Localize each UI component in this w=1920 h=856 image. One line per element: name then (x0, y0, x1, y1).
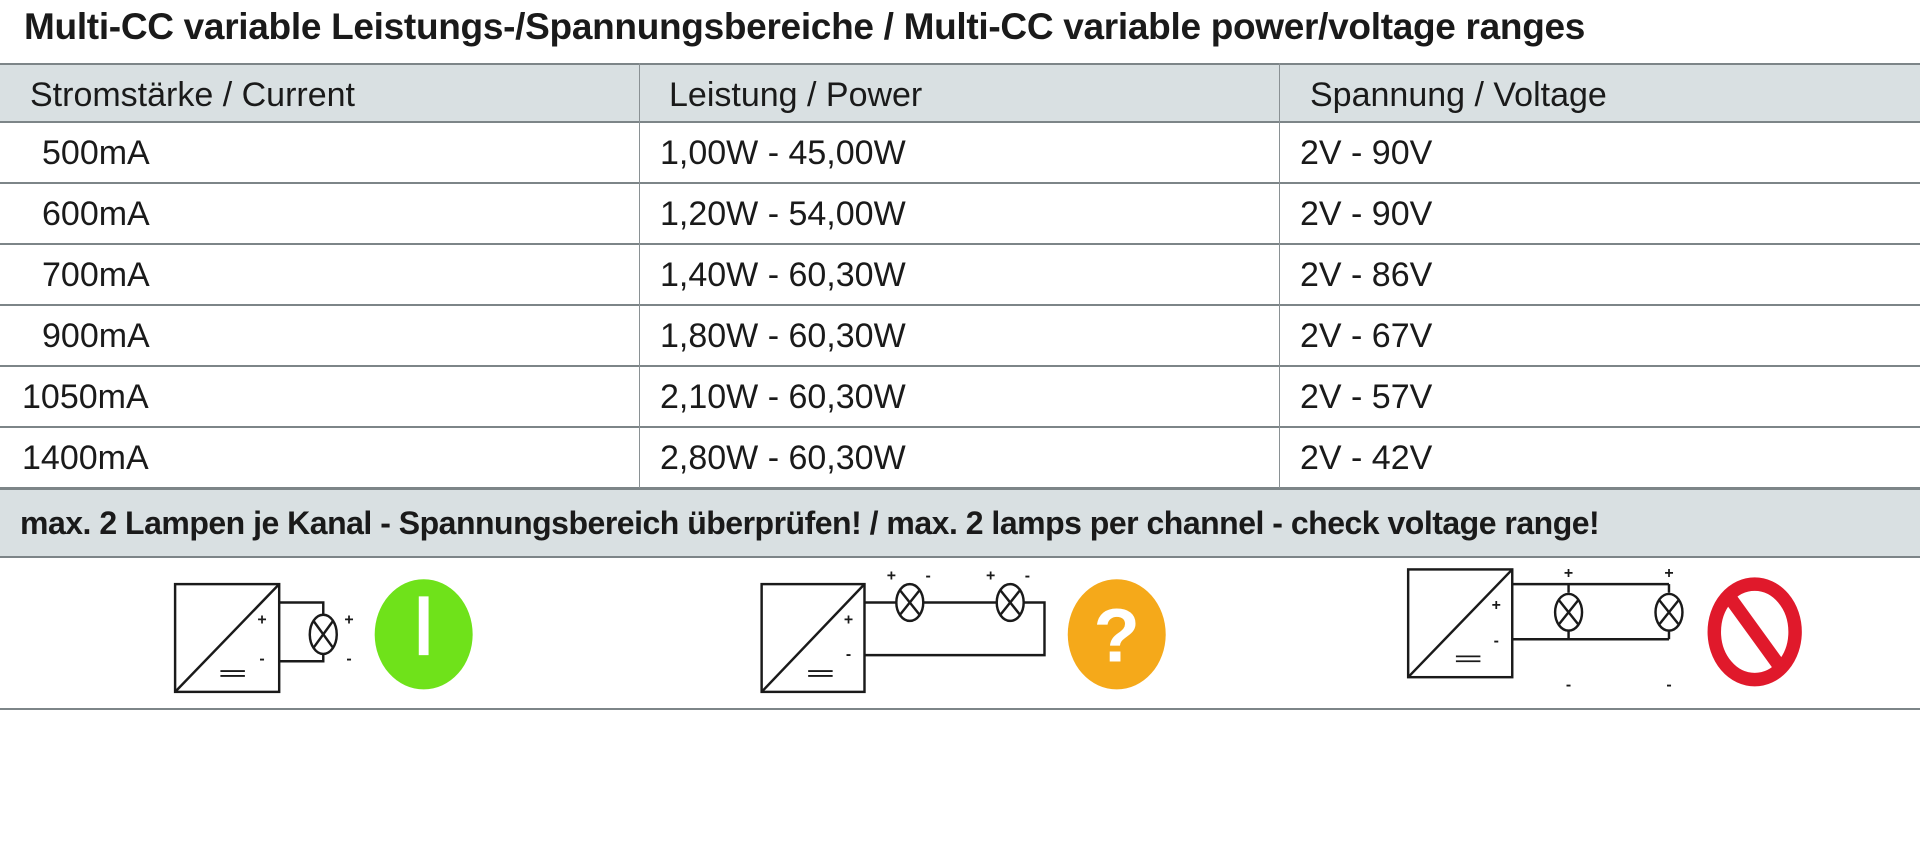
column-divider (1279, 63, 1280, 490)
table-row: 500mA 1,00W - 45,00W 2V - 90V (0, 123, 1920, 184)
cell-power: 1,00W - 45,00W (660, 134, 906, 172)
svg-text:-: - (259, 651, 264, 668)
note-text: max. 2 Lampen je Kanal - Spannungsbereic… (20, 505, 1600, 541)
svg-text:-: - (1494, 632, 1499, 649)
bottom-divider (0, 708, 1920, 710)
lamp-icon (895, 582, 925, 623)
driver-box (1406, 568, 1514, 679)
cell-current: 1400mA (22, 439, 149, 477)
cell-current: 600mA (42, 195, 150, 233)
driver-parallel-lamps-diagram (1406, 568, 1684, 679)
cell-current: 900mA (42, 317, 150, 355)
note-band: max. 2 Lampen je Kanal - Spannungsbereic… (0, 488, 1920, 558)
lamp-icon (1654, 592, 1684, 632)
lamp-icon (995, 582, 1025, 623)
table-row: 700mA 1,40W - 60,30W 2V - 86V (0, 245, 1920, 306)
cell-power: 1,20W - 54,00W (660, 195, 906, 233)
table-row: 600mA 1,20W - 54,00W 2V - 90V (0, 184, 1920, 245)
driver-box (173, 582, 281, 694)
cell-power: 2,80W - 60,30W (660, 439, 906, 477)
svg-text:+: + (986, 567, 995, 584)
lamp-icon (1553, 592, 1584, 632)
question-icon: ? (1067, 579, 1166, 690)
page-title: Multi-CC variable Leistungs-/Spannungsbe… (24, 6, 1586, 47)
svg-text:-: - (846, 646, 851, 663)
cell-voltage: 2V - 86V (1300, 256, 1433, 294)
prohibited-icon (1707, 577, 1802, 687)
svg-text:?: ? (1094, 593, 1140, 678)
cell-current: 700mA (42, 256, 150, 294)
svg-text:-: - (346, 651, 351, 668)
exclamation-icon (374, 579, 473, 690)
driver-box (760, 582, 866, 694)
header-voltage: Spannung / Voltage (1310, 76, 1607, 114)
svg-text:-: - (1666, 676, 1671, 693)
driver-single-lamp-diagram (173, 582, 338, 694)
cell-voltage: 2V - 57V (1300, 378, 1433, 416)
svg-text:+: + (1664, 565, 1673, 582)
svg-text:+: + (257, 612, 266, 629)
svg-text:+: + (1564, 565, 1573, 582)
svg-text:-: - (1025, 567, 1030, 584)
svg-text:+: + (1492, 597, 1501, 614)
cell-power: 1,40W - 60,30W (660, 256, 906, 294)
cell-voltage: 2V - 67V (1300, 317, 1433, 355)
header-power: Leistung / Power (669, 76, 923, 114)
lamp-icon (308, 613, 338, 656)
cell-current: 1050mA (22, 378, 149, 416)
cell-voltage: 2V - 42V (1300, 439, 1433, 477)
svg-text:+: + (844, 612, 853, 629)
cell-current: 500mA (42, 134, 150, 172)
column-divider (639, 63, 640, 490)
cell-voltage: 2V - 90V (1300, 195, 1433, 233)
cell-power: 2,10W - 60,30W (660, 378, 906, 416)
cell-power: 1,80W - 60,30W (660, 317, 906, 355)
svg-text:-: - (1566, 676, 1571, 693)
table-row: 900mA 1,80W - 60,30W 2V - 67V (0, 306, 1920, 367)
svg-text:+: + (887, 567, 896, 584)
table-row: 1050mA 2,10W - 60,30W 2V - 57V (0, 367, 1920, 428)
svg-text:-: - (926, 567, 931, 584)
driver-series-lamps-diagram (760, 582, 1046, 694)
header-current: Stromstärke / Current (30, 76, 355, 114)
cell-voltage: 2V - 90V (1300, 134, 1433, 172)
svg-text:+: + (344, 612, 353, 629)
table-header: Stromstärke / Current Leistung / Power S… (0, 63, 1920, 123)
